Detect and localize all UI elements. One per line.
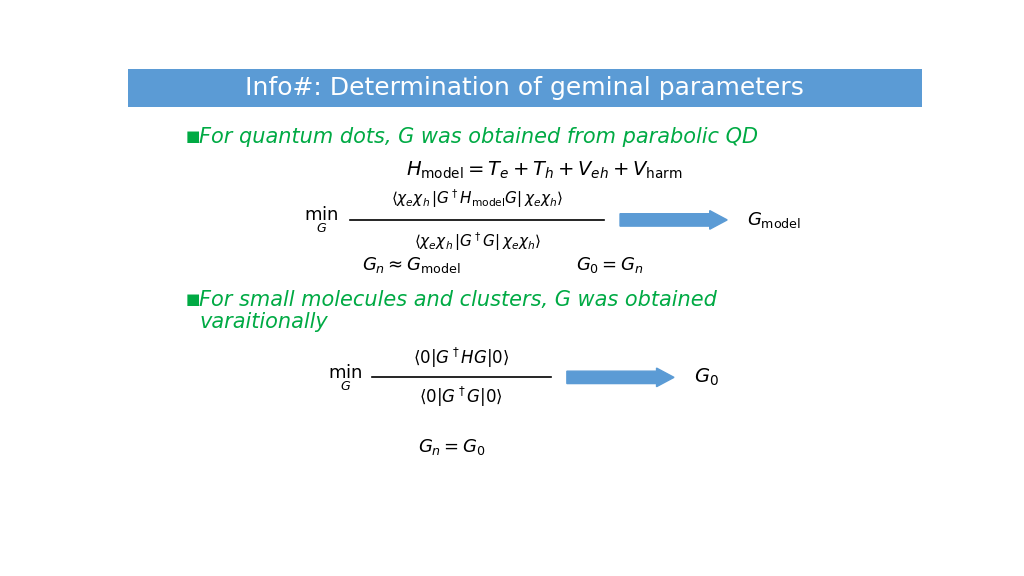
Text: $G_n \approx G_{\mathrm{model}}$: $G_n \approx G_{\mathrm{model}}$ — [362, 255, 461, 275]
FancyBboxPatch shape — [128, 69, 922, 107]
Text: Info#: Determination of geminal parameters: Info#: Determination of geminal paramete… — [246, 76, 804, 100]
Text: $G_0$: $G_0$ — [694, 367, 719, 388]
Text: ■: ■ — [185, 129, 200, 144]
Text: $\langle \chi_e \chi_h \, | G^\dagger H_{\mathrm{model}} G | \, \chi_e \chi_h \r: $\langle \chi_e \chi_h \, | G^\dagger H_… — [391, 187, 563, 210]
FancyArrow shape — [620, 211, 727, 229]
Text: ■: ■ — [185, 292, 200, 307]
Text: $G_0 = G_n$: $G_0 = G_n$ — [577, 255, 644, 275]
Text: $\min_{G}$: $\min_{G}$ — [328, 362, 362, 393]
Text: varaitionally: varaitionally — [200, 312, 328, 332]
FancyArrow shape — [567, 368, 674, 386]
Text: $\langle 0 | G^\dagger G | 0 \rangle$: $\langle 0 | G^\dagger G | 0 \rangle$ — [420, 385, 503, 409]
Text: $G_{\mathrm{model}}$: $G_{\mathrm{model}}$ — [748, 210, 801, 230]
Text: $\langle 0 | G^\dagger H G | 0 \rangle$: $\langle 0 | G^\dagger H G | 0 \rangle$ — [414, 346, 509, 370]
Text: $H_{\mathrm{model}} = T_e + T_h + V_{eh} + V_{\mathrm{harm}}$: $H_{\mathrm{model}} = T_e + T_h + V_{eh}… — [406, 160, 682, 181]
Text: For quantum dots, G was obtained from parabolic QD: For quantum dots, G was obtained from pa… — [200, 127, 759, 146]
Text: $\langle \chi_e \chi_h \, | G^\dagger G | \, \chi_e \chi_h \rangle$: $\langle \chi_e \chi_h \, | G^\dagger G … — [414, 230, 541, 252]
Text: $\min_{G}$: $\min_{G}$ — [304, 204, 338, 235]
Text: $G_n = G_0$: $G_n = G_0$ — [418, 437, 485, 457]
Text: For small molecules and clusters, G was obtained: For small molecules and clusters, G was … — [200, 290, 717, 310]
